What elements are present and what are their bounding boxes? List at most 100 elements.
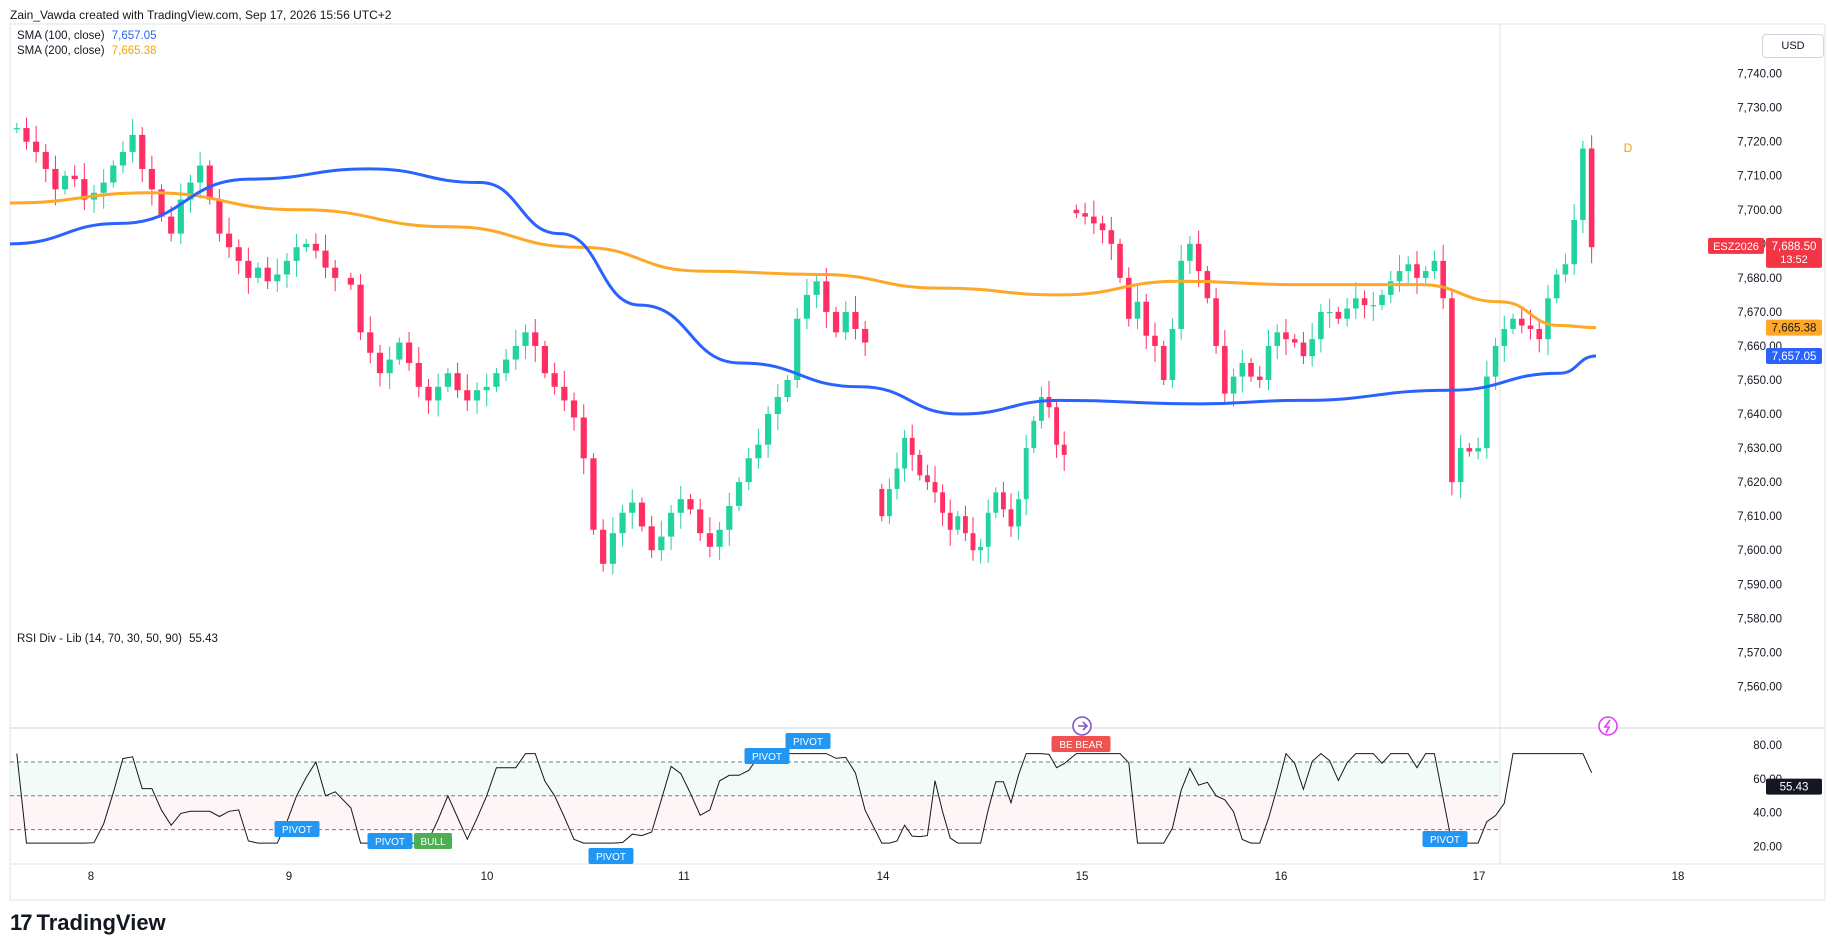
candle — [1248, 357, 1254, 382]
rsi-signal-bg — [414, 833, 452, 849]
currency-button[interactable]: USD — [1762, 34, 1824, 58]
candle — [619, 504, 626, 547]
candle — [1256, 366, 1263, 388]
rsi-signal-bg — [274, 821, 320, 837]
candle-down — [823, 281, 830, 312]
price-tick-label: 7,670.00 — [1737, 307, 1782, 319]
candle — [706, 517, 713, 558]
rsi-signal-label: PIVOT — [375, 837, 405, 848]
candle — [962, 505, 968, 542]
candle — [803, 278, 811, 330]
candle — [254, 262, 262, 283]
candle-up — [1038, 397, 1044, 421]
candle-up — [1405, 264, 1412, 272]
candle — [1309, 323, 1315, 367]
legend-sma200[interactable]: SMA (200, close) 7,665.38 — [17, 45, 157, 57]
candle-up — [667, 512, 675, 537]
candle-up — [254, 267, 262, 278]
candle — [493, 368, 500, 392]
candle — [667, 504, 675, 550]
rsi-upper-zone — [10, 762, 1500, 796]
symbol-tag-bg — [1708, 237, 1764, 254]
tradingview-logo[interactable]: 17 TradingView — [10, 910, 166, 936]
candle — [216, 189, 223, 242]
candle-down — [367, 332, 374, 353]
candle — [444, 368, 451, 392]
rsi-value-label: 55.43 — [1780, 782, 1809, 794]
candle-down — [1248, 362, 1254, 377]
candle-down — [1099, 223, 1106, 231]
sma100-price-label: 7,657.05 — [1772, 351, 1817, 363]
candle — [784, 374, 791, 403]
candle — [1562, 253, 1569, 283]
candle — [1379, 289, 1385, 311]
candle-up — [765, 414, 772, 445]
time-tick-label: 9 — [286, 871, 292, 883]
candle-up — [629, 502, 636, 513]
candle-down — [687, 499, 694, 510]
candle-up — [1187, 243, 1193, 261]
candle — [580, 404, 587, 475]
candle — [894, 452, 900, 500]
candle-up — [803, 294, 811, 319]
symbol-tag-text: ESZ2026 — [1713, 241, 1759, 253]
candle-down — [1256, 376, 1263, 380]
candle — [415, 346, 422, 398]
candle — [235, 239, 242, 275]
chart-markers: D — [1072, 141, 1633, 736]
rsi-signal-bg — [1051, 736, 1111, 752]
candle-down — [425, 386, 432, 401]
candle — [1082, 202, 1088, 225]
candle-up — [978, 546, 984, 551]
candle-down — [245, 260, 252, 278]
candle — [902, 430, 908, 482]
lightning-glyph — [1603, 719, 1611, 734]
candle-up — [1326, 311, 1333, 314]
legend-sma100[interactable]: SMA (100, close) 7,657.05 — [17, 30, 157, 42]
candle-down — [1000, 492, 1006, 510]
candle — [33, 125, 40, 163]
time-tick-label: 16 — [1275, 871, 1288, 883]
tradingview-logo-icon: 17 — [10, 910, 33, 935]
candle — [1230, 368, 1237, 407]
candle — [522, 324, 529, 360]
candle-down — [1527, 325, 1534, 329]
candle — [386, 346, 393, 390]
candle-up — [609, 533, 616, 564]
candle-up — [483, 386, 490, 391]
rsi-signal-bg — [744, 748, 790, 764]
rsi-signal-bg — [785, 733, 831, 749]
candle-down — [1466, 448, 1473, 452]
candle-up — [1484, 376, 1490, 449]
candle-down — [1300, 342, 1307, 357]
candle-down — [1414, 264, 1420, 278]
price-axis[interactable]: 7,740.00 7,730.00 7,720.00 7,710.00 7,700.00… — [1708, 69, 1822, 694]
legend-rsi[interactable]: RSI Div - Lib (14, 70, 30, 50, 90) 55.43 — [17, 633, 218, 645]
candle — [1073, 204, 1080, 219]
candle-up — [993, 492, 999, 513]
candle-up — [1274, 332, 1281, 346]
time-tick-label: 11 — [678, 871, 690, 883]
rsi-signal-label: BULL — [420, 837, 445, 848]
candle — [648, 515, 655, 559]
candle-up — [716, 529, 723, 547]
candle — [139, 127, 146, 183]
rsi-line — [16, 752, 1593, 844]
candle — [129, 118, 136, 163]
candle — [1335, 306, 1342, 324]
candle — [765, 406, 772, 458]
rsi-signal-label: PIVOT — [752, 752, 782, 763]
rsi-signal-badge: BE BEAR — [1051, 736, 1111, 752]
candle — [100, 169, 107, 209]
rsi-signal-badge: PIVOT — [588, 848, 634, 864]
price-tick-label: 7,610.00 — [1737, 511, 1782, 523]
time-axis[interactable]: 8 9 10 11 14 15 16 17 18 — [88, 871, 1685, 883]
candle — [886, 478, 892, 524]
candle — [245, 247, 252, 294]
candle-down — [264, 267, 271, 282]
candle-down — [832, 311, 840, 333]
candle — [367, 316, 374, 364]
candle-down — [532, 332, 539, 346]
candle-up — [1353, 298, 1359, 309]
